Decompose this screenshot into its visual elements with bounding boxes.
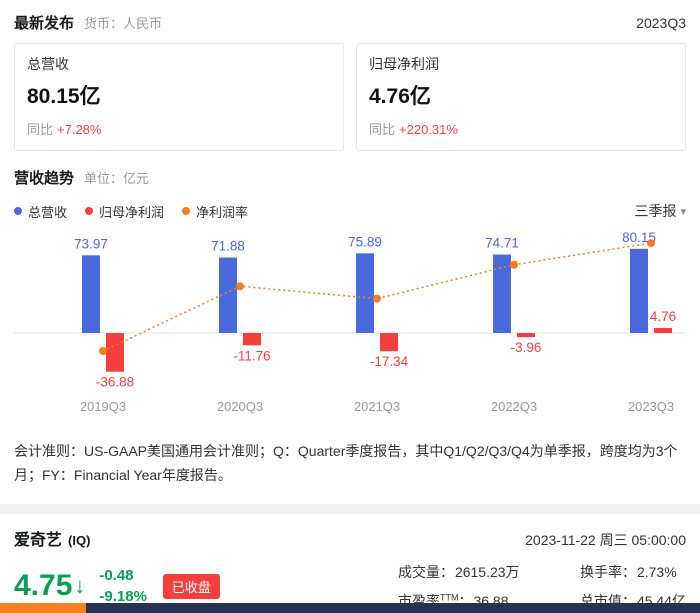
bar-net-profit-label: 4.76	[650, 309, 676, 324]
stat-volume: 成交量：2615.23万	[398, 562, 556, 582]
legend-item-net-margin[interactable]: 净利润率	[182, 202, 248, 221]
bar-revenue-label: 73.97	[74, 236, 108, 251]
x-axis-label: 2022Q3	[491, 399, 537, 414]
net-margin-point	[99, 347, 107, 356]
chart-legend: 总营收 归母净利润 净利润率 三季报 ▾	[0, 188, 700, 223]
net-margin-point	[510, 260, 518, 269]
price-change-block: -0.48 -9.18%	[99, 565, 147, 607]
chart-area: 73.97 -36.88 2019Q3 71.88 -11.76 2020Q3 75.89 -…	[0, 223, 700, 426]
bar-net-profit	[380, 333, 398, 352]
legend-item-revenue[interactable]: 总营收	[14, 202, 67, 221]
legend-item-net-profit[interactable]: 归母净利润	[85, 202, 164, 221]
legend-label-net-margin: 净利润率	[196, 204, 249, 220]
stock-price: 4.75	[14, 569, 73, 603]
summary-cards: 总营收 80.15亿 同比 +7.28% 归母净利润 4.76亿 同比 +220.3…	[0, 43, 700, 151]
page-title: 最新发布	[14, 15, 75, 32]
accounting-note: 会计准则：US-GAAP美国通用会计准则；Q：Quarter季度报告，其中Q1/…	[14, 443, 678, 483]
revenue-trend-chart[interactable]: 73.97 -36.88 2019Q3 71.88 -11.76 2020Q3 75.89 -…	[14, 225, 686, 421]
legend-dot-revenue-icon	[14, 207, 22, 215]
period-label: 2023Q3	[636, 15, 686, 31]
legend-label-net-profit: 归母净利润	[99, 204, 165, 220]
page-header: 最新发布 货币：人民币 2023Q3	[0, 0, 700, 43]
stat-value: 2.73%	[636, 563, 677, 580]
stat-value: 2615.23万	[454, 563, 520, 580]
net-margin-point	[373, 294, 381, 303]
bar-net-profit-label: -3.96	[511, 340, 542, 355]
stock-title-row: 爱奇艺 (IQ) 2023-11-22 周三 05:00:00	[14, 526, 686, 550]
bar-revenue	[356, 253, 374, 333]
yoy-label: 同比	[27, 122, 54, 137]
stat-label: 成交量：	[397, 563, 454, 580]
bar-revenue	[82, 255, 100, 333]
bar-net-profit	[106, 333, 124, 372]
report-period-value: 三季报	[634, 203, 677, 219]
net-profit-card-label: 归母净利润	[369, 56, 439, 72]
bar-revenue	[630, 248, 648, 333]
quote-datetime: 2023-11-22 周三 05:00:00	[525, 531, 686, 548]
bar-revenue-label: 80.15	[622, 230, 656, 245]
bar-revenue-label: 75.89	[348, 234, 382, 249]
unit-label: 单位：亿元	[84, 171, 150, 186]
trend-section-header: 营收趋势 单位：亿元	[0, 151, 700, 188]
x-axis-label: 2023Q3	[628, 399, 674, 414]
yoy-label: 同比	[369, 122, 396, 137]
section-title-trend: 营收趋势	[14, 170, 75, 187]
yoy-value: +7.28%	[57, 122, 102, 137]
legend-dot-net-margin-icon	[182, 207, 191, 215]
active-tab-indicator[interactable]	[0, 603, 86, 613]
net-margin-line	[102, 242, 652, 352]
net-profit-card-value: 4.76亿	[369, 85, 431, 108]
net-margin-point	[236, 282, 244, 291]
revenue-card-value: 80.15亿	[27, 85, 101, 108]
revenue-card-label: 总营收	[27, 56, 69, 72]
bar-revenue-label: 71.88	[211, 239, 245, 254]
bottom-tab-bar[interactable]	[0, 603, 700, 613]
stat-sup: TTM	[439, 591, 459, 602]
net-margin-point	[647, 239, 655, 248]
stat-label: 换手率：	[579, 563, 636, 580]
revenue-card: 总营收 80.15亿 同比 +7.28%	[14, 43, 344, 151]
legend-label-revenue: 总营收	[28, 204, 68, 220]
bar-revenue-label: 74.71	[485, 236, 519, 251]
stock-name: 爱奇艺	[14, 531, 63, 549]
bar-net-profit	[243, 333, 261, 346]
bar-revenue	[493, 254, 511, 333]
bar-net-profit-label: -17.34	[370, 354, 409, 369]
net-profit-card: 归母净利润 4.76亿 同比 +220.31%	[356, 43, 686, 151]
stock-ticker: (IQ)	[68, 532, 91, 548]
bar-net-profit-label: -11.76	[233, 348, 270, 363]
bar-net-profit-label: -36.88	[96, 375, 134, 390]
legend-dot-net-profit-icon	[85, 207, 94, 215]
stock-quote-section: 爱奇艺 (IQ) 2023-11-22 周三 05:00:00 4.75 ↓ -…	[0, 514, 700, 611]
price-change-pct: -9.18%	[99, 588, 147, 606]
yoy-value: +220.31%	[399, 122, 458, 137]
x-axis-label: 2020Q3	[217, 399, 263, 414]
x-axis-label: 2021Q3	[354, 399, 400, 414]
bar-revenue	[219, 257, 237, 333]
revenue-card-yoy: 同比 +7.28%	[27, 119, 331, 138]
price-change: -0.48	[99, 567, 134, 585]
section-divider	[0, 503, 700, 514]
net-profit-card-yoy: 同比 +220.31%	[369, 119, 673, 138]
stat-turnover: 换手率：2.73%	[580, 562, 686, 582]
report-period-select[interactable]: 三季报 ▾	[634, 201, 686, 221]
price-down-arrow-icon: ↓	[74, 573, 86, 599]
bar-net-profit	[654, 328, 672, 333]
x-axis-label: 2019Q3	[80, 399, 126, 414]
bar-net-profit	[517, 333, 535, 338]
currency-label: 货币：人民币	[84, 16, 163, 31]
market-status-badge: 已收盘	[162, 573, 220, 599]
chevron-down-icon: ▾	[680, 205, 686, 218]
